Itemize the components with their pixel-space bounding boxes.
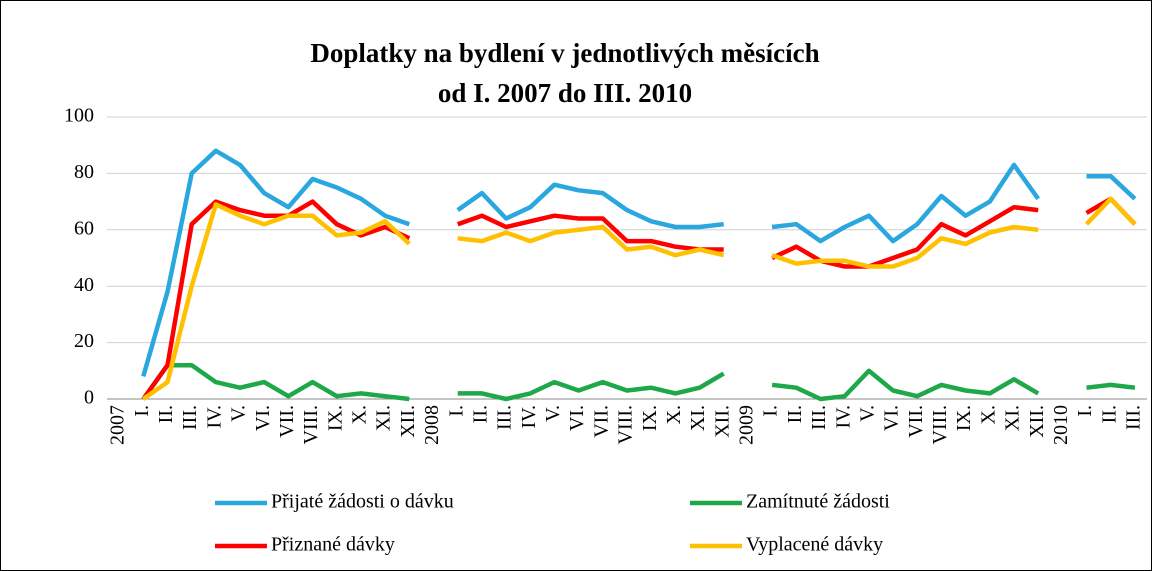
x-tick-label: VIII.	[615, 405, 637, 444]
x-tick-label: II.	[155, 405, 177, 423]
legend-label: Přijaté žádosti o dávku	[271, 491, 454, 513]
x-tick-label: XII.	[711, 405, 733, 438]
legend-label: Zamítnuté žádosti	[746, 491, 890, 513]
x-tick-label: VIII.	[929, 405, 951, 444]
x-tick-label: IX.	[639, 405, 661, 431]
y-tick-label: 100	[64, 105, 94, 127]
x-tick-label: XI.	[1002, 405, 1024, 431]
x-tick-label: VII.	[590, 405, 612, 438]
x-tick-label: I.	[760, 405, 782, 417]
x-tick-label: XI.	[687, 405, 709, 431]
x-tick-label: 2009	[736, 405, 758, 445]
series-line	[141, 362, 1136, 402]
x-tick-label: 2007	[107, 405, 129, 445]
legend-label: Přiznané dávky	[271, 534, 395, 556]
y-tick-label: 20	[74, 330, 94, 352]
x-tick-label: 2008	[421, 405, 443, 445]
x-tick-label: XI.	[373, 405, 395, 431]
x-tick-label: X.	[349, 405, 371, 424]
x-tick-label: IV.	[203, 405, 225, 429]
x-tick-label: III.	[1123, 405, 1145, 430]
x-tick-label: VI.	[252, 405, 274, 431]
y-tick-label: 80	[74, 161, 94, 183]
x-tick-label: II.	[784, 405, 806, 423]
chart-title: od I. 2007 do III. 2010	[438, 78, 692, 108]
x-tick-label: XII.	[1026, 405, 1048, 438]
x-tick-label: X.	[663, 405, 685, 424]
x-tick-label: II.	[1098, 405, 1120, 423]
x-tick-label: 2010	[1050, 405, 1072, 445]
x-tick-label: VII.	[276, 405, 298, 438]
series-line	[141, 196, 1137, 401]
x-tick-label: IV.	[832, 405, 854, 429]
x-tick-label: VI.	[566, 405, 588, 431]
x-tick-label: I.	[131, 405, 153, 417]
chart-title: Doplatky na bydlení v jednotlivých měsíc…	[310, 38, 819, 68]
legend-label: Vyplacené dávky	[746, 534, 883, 556]
x-tick-label: VII.	[905, 405, 927, 438]
x-tick-label: V.	[856, 405, 878, 422]
y-tick-label: 40	[74, 274, 94, 296]
x-tick-label: X.	[977, 405, 999, 424]
x-tick-label: III.	[179, 405, 201, 430]
x-tick-label: IX.	[324, 405, 346, 431]
x-tick-label: II.	[469, 405, 491, 423]
x-tick-label: VI.	[881, 405, 903, 431]
series-line	[142, 196, 1137, 401]
x-tick-label: III.	[494, 405, 516, 430]
x-tick-label: IX.	[953, 405, 975, 431]
y-tick-label: 60	[74, 217, 94, 239]
x-tick-label: VIII.	[300, 405, 322, 444]
x-tick-label: IV.	[518, 405, 540, 429]
x-tick-label: V.	[228, 405, 250, 422]
y-tick-label: 0	[84, 387, 94, 409]
x-tick-label: XII.	[397, 405, 419, 438]
x-tick-label: I.	[1074, 405, 1096, 417]
x-tick-label: I.	[445, 405, 467, 417]
x-tick-label: III.	[808, 405, 830, 430]
x-tick-label: V.	[542, 405, 564, 422]
series-line	[141, 148, 1137, 378]
